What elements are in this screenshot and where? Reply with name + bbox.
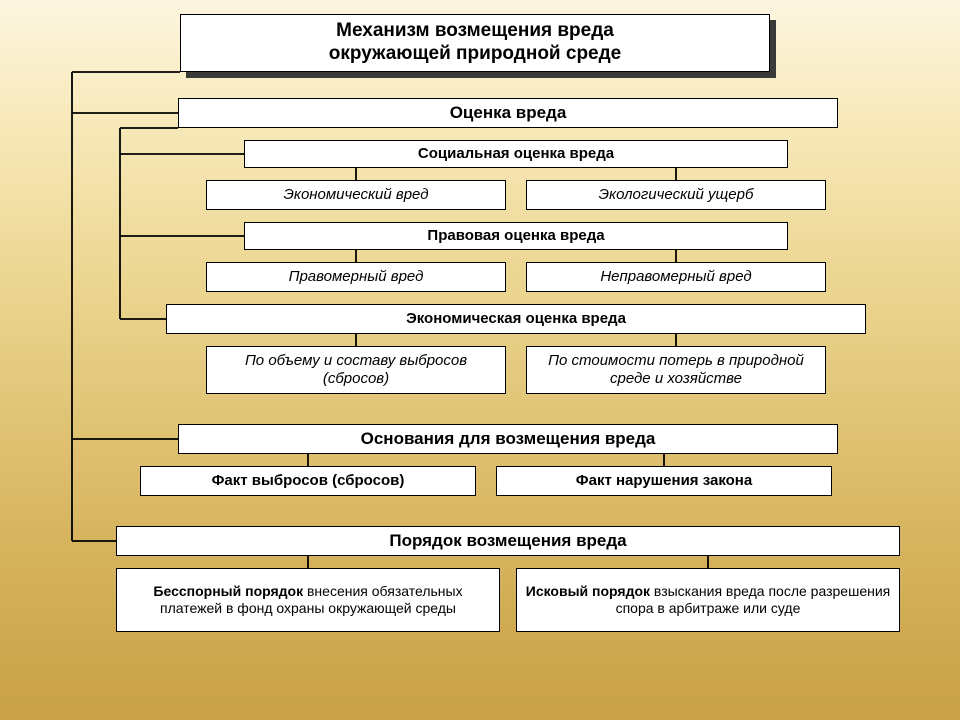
node-legal-left: Правомерный вред	[206, 262, 506, 292]
node-grounds: Основания для возмещения вреда	[178, 424, 838, 454]
node-legal: Правовая оценка вреда	[244, 222, 788, 250]
node-procedure-left: Бесспорный порядок внесения обязательных…	[116, 568, 500, 632]
node-grounds-left: Факт выбросов (сбросов)	[140, 466, 476, 496]
node-economic-right: По стоимости потерь в природной среде и …	[526, 346, 826, 394]
node-social: Социальная оценка вреда	[244, 140, 788, 168]
title-line1: Механизм возмещения вреда	[329, 20, 622, 43]
node-economic: Экономическая оценка вреда	[166, 304, 866, 334]
node-grounds-right: Факт нарушения закона	[496, 466, 832, 496]
node-legal-right: Неправомерный вред	[526, 262, 826, 292]
node-assessment: Оценка вреда	[178, 98, 838, 128]
node-procedure: Порядок возмещения вреда	[116, 526, 900, 556]
title-line2: окружающей природной среде	[329, 43, 622, 66]
node-social-left: Экономический вред	[206, 180, 506, 210]
node-procedure-right: Исковый порядок взыскания вреда после ра…	[516, 568, 900, 632]
node-social-right: Экологический ущерб	[526, 180, 826, 210]
title-box: Механизм возмещения вреда окружающей при…	[180, 14, 770, 72]
node-economic-left: По объему и составу выбросов (сбросов)	[206, 346, 506, 394]
